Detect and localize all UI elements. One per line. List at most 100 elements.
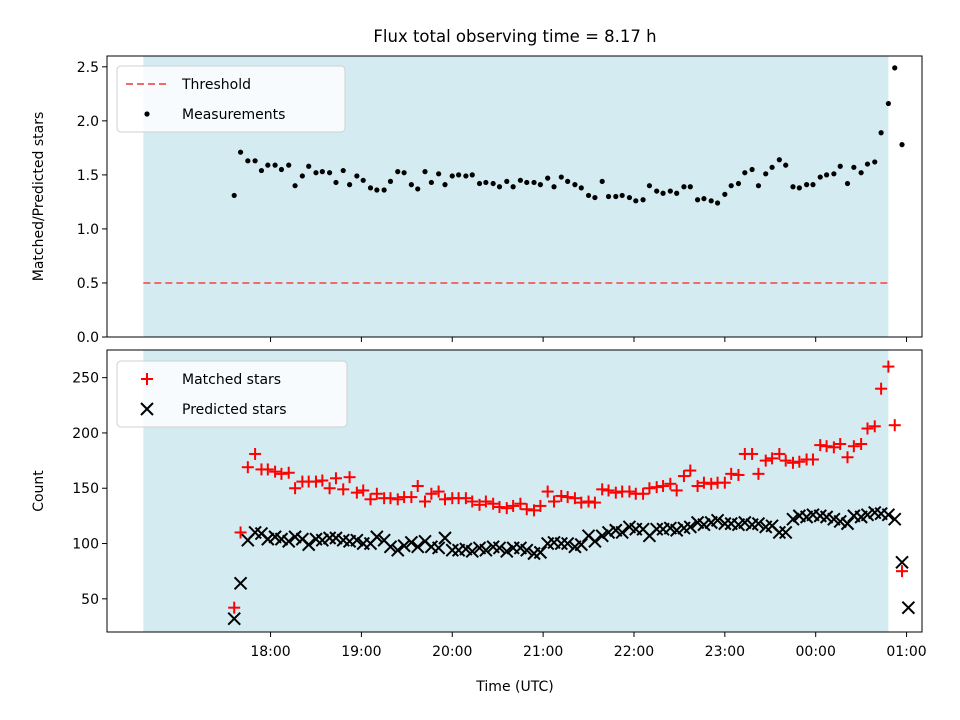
matched-star-point [670, 484, 683, 497]
count-panel: 50 100 150 200 250 18:00 19:00 20:00 21:00 22:00… [31, 349, 927, 695]
measurement-point [687, 184, 693, 190]
y-axis-ticks: 0.0 0.5 1.0 1.5 2.0 2.5 [77, 60, 107, 346]
predicted-star-point [404, 535, 419, 550]
measurement-point [333, 179, 339, 186]
predicted-star-point [479, 543, 493, 557]
measurement-point [817, 174, 823, 180]
matched-star-point [337, 483, 350, 496]
matched-star-point [459, 492, 472, 505]
predicted-star-point [411, 540, 425, 554]
matched-star-point [555, 489, 568, 502]
y-tick-label: 1.0 [77, 222, 99, 238]
measurement-point [646, 183, 653, 189]
measurement-point [381, 187, 387, 193]
predicted-star-point [710, 513, 725, 528]
matched-star-point [806, 453, 819, 466]
matched-star-point [814, 439, 827, 452]
predicted-star-point [751, 516, 766, 531]
x-axis-ticks: 18:00 19:00 20:00 21:00 22:00 23:00 00:00 01:00… [250, 632, 927, 660]
measurement-point [613, 193, 619, 200]
predicted-star-point [595, 529, 609, 543]
threshold-legend-label: Threshold [181, 77, 251, 93]
measurement-point [346, 182, 353, 188]
measurement-point [245, 158, 251, 164]
y-tick-label: 200 [72, 426, 99, 442]
measurement-point [299, 173, 305, 179]
predicted-star-point [274, 532, 289, 546]
measurement-point [851, 164, 857, 170]
predicted-star-point [233, 576, 248, 591]
matched-star-point [357, 484, 370, 497]
matched-star-point [766, 452, 779, 465]
matched-star-point [834, 438, 847, 450]
matched-star-point [269, 465, 282, 478]
matched-star-point [752, 467, 765, 480]
measurement-point [728, 183, 734, 189]
predicted-star-point [615, 525, 629, 540]
measurement-point [640, 197, 646, 203]
measurement-point [585, 192, 592, 199]
predicted-star-point [383, 540, 398, 554]
predicted-star-point [779, 525, 793, 540]
predicted-star-point [350, 533, 364, 547]
matched-star-point [548, 495, 561, 508]
x-tick-label: 19:00 [341, 644, 381, 660]
matched-star-point [228, 601, 241, 614]
measurement-point [258, 167, 265, 174]
matched-star-point [364, 493, 377, 506]
predicted-star-point [431, 541, 446, 555]
predicted-star-point [492, 541, 507, 555]
measurement-points [231, 65, 905, 206]
predicted-star-point [301, 537, 316, 552]
matched-star-point [718, 476, 731, 489]
measurement-point [565, 178, 571, 184]
matched-star-point [623, 485, 636, 498]
measurement-point [340, 167, 346, 174]
predicted-star-point [438, 531, 452, 545]
matched-star-point [582, 495, 595, 508]
matched-star-point [405, 491, 418, 504]
measurements-legend-marker [144, 111, 150, 117]
measurement-point [660, 190, 666, 196]
measurement-point [872, 159, 878, 165]
measurement-point [374, 187, 380, 193]
matched-star-point [609, 486, 622, 499]
measurement-point [278, 166, 285, 173]
x-tick-label: 21:00 [523, 644, 563, 660]
y-axis-label: Matched/Predicted stars [31, 112, 47, 282]
measurement-point [654, 188, 660, 194]
predicted-star-point [786, 512, 800, 526]
matched-star-point [329, 472, 342, 485]
measurement-point [804, 182, 810, 188]
measurement-point [837, 163, 843, 169]
matched-star-point [241, 461, 254, 474]
matched-star-point [691, 480, 704, 493]
predicted-star-point [772, 525, 787, 540]
predicted-star-point [282, 534, 296, 549]
measurement-point [674, 190, 680, 196]
measurement-point [387, 178, 394, 184]
measurement-point [531, 179, 537, 186]
matched-star-point [493, 501, 506, 514]
measurement-point [572, 182, 578, 188]
measurement-point [408, 182, 414, 188]
measurement-point [701, 196, 707, 202]
matched-star-point [779, 454, 792, 467]
measurement-point [422, 169, 428, 175]
matched-star-point [249, 447, 262, 460]
matched-star-point [500, 502, 513, 515]
measurement-point [899, 142, 905, 148]
matched-star-point [705, 477, 718, 490]
predicted-star-point [391, 543, 405, 557]
predicted-star-point [261, 532, 275, 546]
matched-star-point [261, 463, 274, 476]
legend: Threshold Measurements [116, 65, 346, 133]
matched-star-point [419, 495, 432, 508]
measurement-point [735, 180, 742, 187]
y-tick-label: 150 [72, 481, 99, 497]
predicted-star-point [683, 520, 698, 534]
measurement-point [524, 179, 530, 186]
measurement-point [667, 188, 673, 194]
measurement-point [885, 100, 891, 107]
count-points [227, 360, 916, 626]
